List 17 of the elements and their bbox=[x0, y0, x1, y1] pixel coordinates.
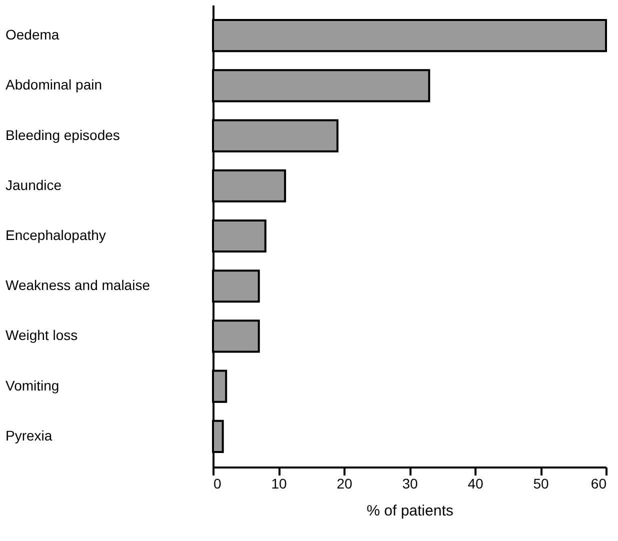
y-tick-label: Bleeding episodes bbox=[6, 126, 120, 143]
y-tick-label: Encephalopathy bbox=[6, 227, 106, 243]
x-tick-label: 40 bbox=[468, 476, 484, 492]
y-tick-label: Jaundice bbox=[6, 176, 62, 193]
x-tick-label: 10 bbox=[271, 476, 287, 492]
y-tick-label: Weakness and malaise bbox=[6, 277, 150, 294]
y-tick-label: Abdominal pain bbox=[6, 76, 102, 93]
y-tick-label: Oedema bbox=[6, 26, 60, 43]
x-tick-label: 50 bbox=[533, 476, 549, 492]
y-tick-label: Pyrexia bbox=[6, 427, 52, 444]
x-tick-label: 20 bbox=[336, 476, 352, 492]
x-axis-title: % of patients bbox=[366, 502, 454, 520]
y-tick-label: Weight loss bbox=[6, 327, 78, 344]
x-tick-label: 30 bbox=[402, 476, 418, 492]
y-tick-label: Vomiting bbox=[6, 377, 60, 394]
x-tick-label: 0 bbox=[214, 476, 222, 492]
x-tick-label: 60 bbox=[590, 476, 607, 492]
